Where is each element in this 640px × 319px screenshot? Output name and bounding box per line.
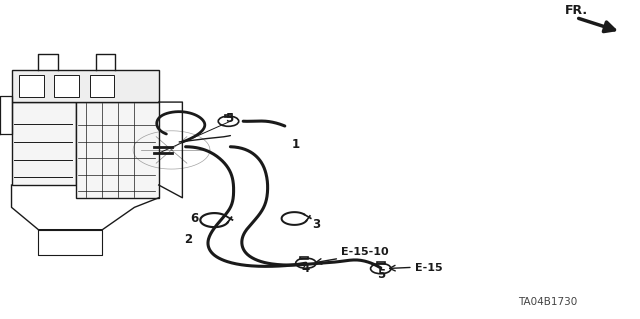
FancyBboxPatch shape (54, 75, 79, 97)
Text: TA04B1730: TA04B1730 (518, 297, 577, 307)
FancyBboxPatch shape (19, 75, 44, 97)
FancyBboxPatch shape (225, 115, 232, 117)
Text: 3: 3 (312, 219, 321, 231)
FancyBboxPatch shape (90, 75, 114, 97)
Text: FR.: FR. (564, 4, 588, 17)
FancyBboxPatch shape (12, 102, 76, 185)
Text: 1: 1 (291, 138, 300, 151)
FancyBboxPatch shape (377, 262, 385, 264)
Text: 4: 4 (302, 262, 310, 275)
FancyBboxPatch shape (300, 256, 308, 259)
FancyBboxPatch shape (12, 70, 159, 102)
Text: E-15: E-15 (415, 263, 442, 273)
FancyBboxPatch shape (76, 102, 159, 198)
Text: 5: 5 (377, 268, 385, 281)
Text: E-15-10: E-15-10 (341, 248, 388, 257)
Text: 2: 2 (184, 234, 192, 246)
Text: 6: 6 (190, 212, 198, 225)
Text: 5: 5 (225, 112, 233, 125)
